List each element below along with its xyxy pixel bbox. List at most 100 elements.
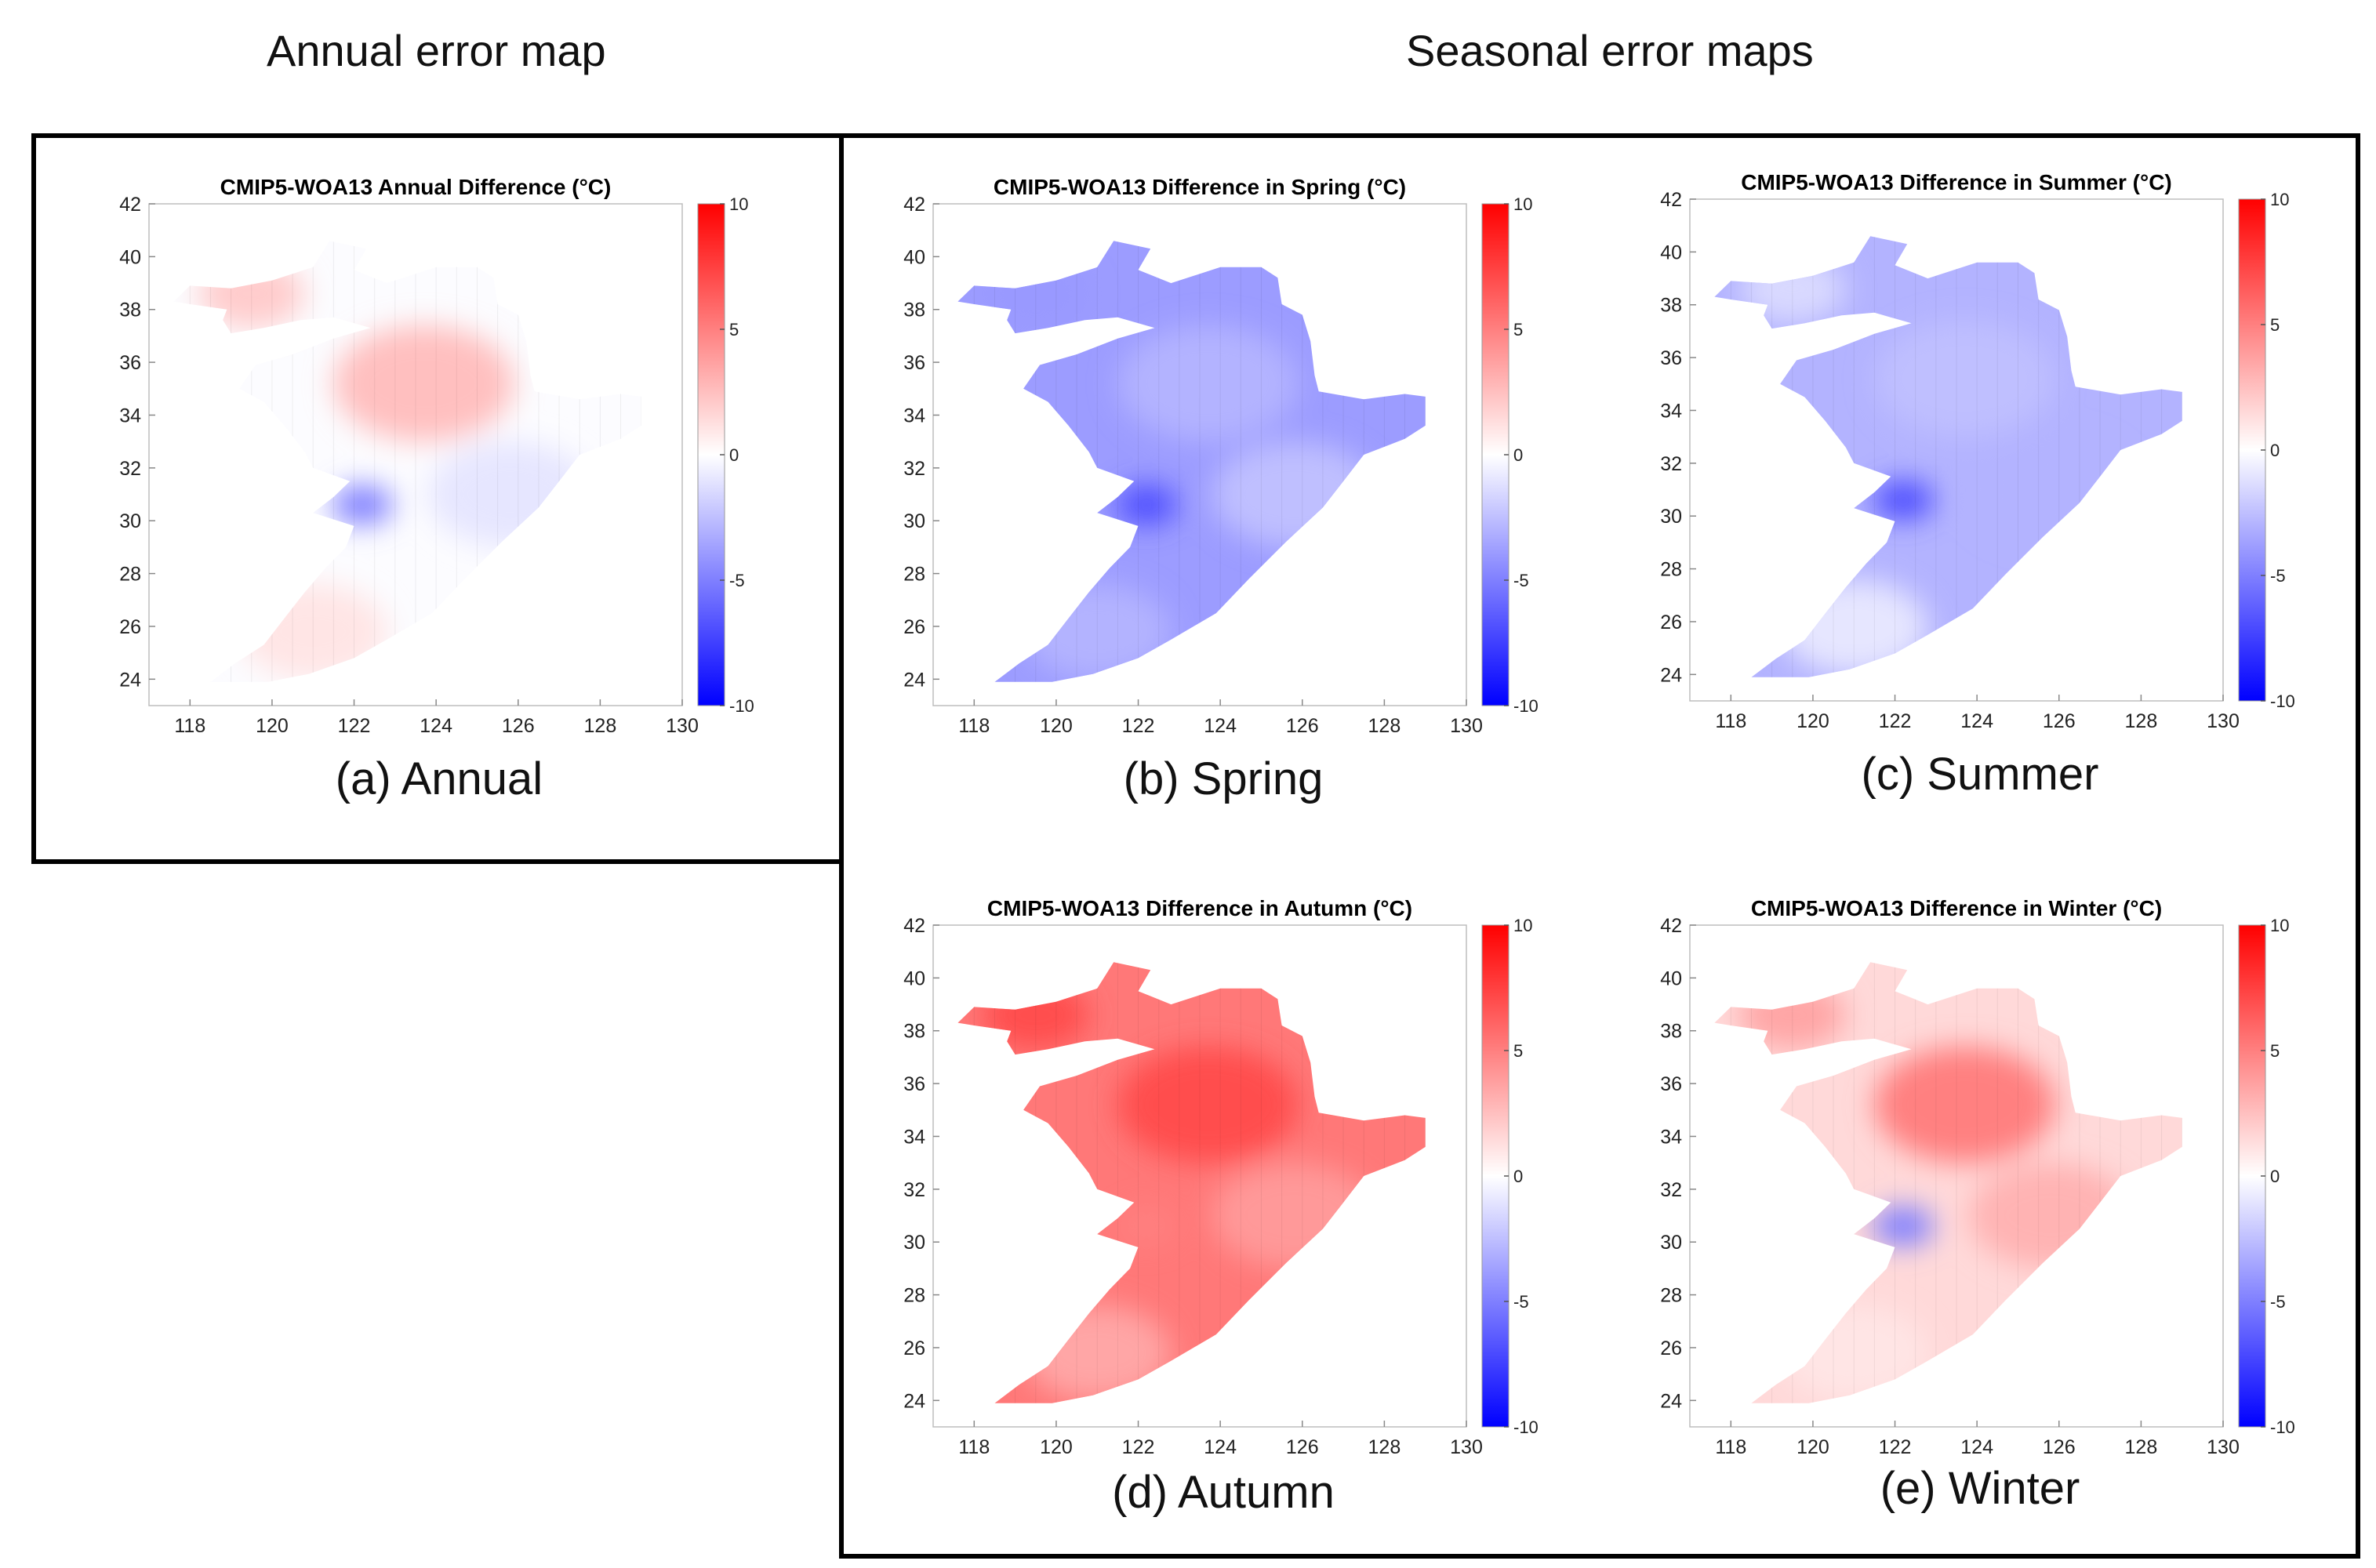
y-tick-label: 24: [1660, 664, 1682, 686]
x-tick-label: 120: [1040, 715, 1073, 737]
y-tick-label: 42: [1660, 915, 1682, 937]
map-svg: 118 120 122 124 126 128 130 24 26 28 30 32 34 36 38 40 4…: [119, 175, 754, 737]
y-tick-label: 36: [119, 352, 141, 374]
y-tick-label: 34: [119, 405, 141, 426]
x-tick-label: 130: [666, 715, 699, 737]
x-tick-label: 126: [1286, 1436, 1319, 1458]
annual-header: Annual error map: [267, 26, 606, 75]
x-tick-label: 122: [1122, 715, 1155, 737]
y-tick-label: 34: [1660, 400, 1682, 422]
colorbar-tick-label: -5: [2270, 566, 2286, 586]
region-coast-trough: [1115, 485, 1178, 525]
y-tick-label: 38: [903, 299, 925, 321]
y-tick-label: 38: [1660, 1021, 1682, 1043]
y-tick-label: 38: [903, 1021, 925, 1043]
region-coast-trough: [1872, 1206, 1935, 1247]
x-tick-label: 122: [1879, 710, 1912, 732]
y-tick-label: 24: [1660, 1390, 1682, 1412]
x-tick-label: 126: [1286, 715, 1319, 737]
region-coast-trough: [1115, 1206, 1178, 1247]
caption-spring: (b) Spring: [1123, 753, 1324, 804]
y-tick-label: 26: [119, 616, 141, 638]
region-yellow-sea: [1117, 325, 1299, 442]
caption-summer: (c) Summer: [1861, 749, 2099, 800]
colorbar-tick-label: 0: [1513, 445, 1523, 465]
y-tick-label: 32: [903, 1179, 925, 1201]
y-tick-label: 38: [119, 299, 141, 321]
y-tick-label: 26: [903, 616, 925, 638]
map-svg: 118 120 122 124 126 128 130 24 26 28 30 32 34 36 38 40 4…: [1660, 170, 2295, 732]
y-tick-label: 42: [903, 194, 925, 216]
x-tick-label: 118: [958, 1436, 990, 1458]
y-tick-label: 36: [1660, 1073, 1682, 1095]
x-tick-label: 120: [1040, 1436, 1073, 1458]
region-yellow-sea: [1874, 320, 2055, 437]
map-svg: 118 120 122 124 126 128 130 24 26 28 30 32 34 36 38 40 4…: [903, 175, 1539, 737]
colorbar-tick-label: -10: [1513, 1417, 1539, 1437]
caption-autumn: (d) Autumn: [1112, 1467, 1335, 1518]
y-tick-label: 32: [1660, 1179, 1682, 1201]
y-tick-label: 26: [1660, 612, 1682, 633]
y-tick-label: 26: [903, 1338, 925, 1359]
colorbar-tick-label: -10: [2270, 691, 2295, 711]
panel-title: CMIP5-WOA13 Annual Difference (°C): [220, 175, 612, 199]
region-yellow-sea: [333, 325, 514, 442]
y-tick-label: 38: [1660, 295, 1682, 317]
y-tick-label: 28: [119, 564, 141, 586]
y-tick-label: 28: [903, 1285, 925, 1307]
x-tick-label: 120: [256, 715, 289, 737]
colorbar-tick-label: -10: [2270, 1417, 2295, 1437]
y-tick-label: 30: [1660, 1232, 1682, 1254]
colorbar-tick-label: 10: [1513, 194, 1532, 214]
y-tick-label: 30: [1660, 506, 1682, 528]
x-tick-label: 128: [584, 715, 617, 737]
panel-winter: 118 120 122 124 126 128 130 24 26 28 30 32 34 36 38 40 4…: [1627, 894, 2333, 1514]
y-tick-label: 32: [903, 458, 925, 480]
y-tick-label: 30: [119, 510, 141, 532]
x-tick-label: 122: [1122, 1436, 1155, 1458]
colorbar-tick-label: 0: [729, 445, 739, 465]
y-tick-label: 30: [903, 510, 925, 532]
x-tick-label: 124: [1204, 1436, 1237, 1458]
seasonal-header: Seasonal error maps: [1406, 26, 1814, 75]
y-tick-label: 36: [903, 352, 925, 374]
colorbar-tick-label: -5: [2270, 1292, 2286, 1312]
colorbar-tick-label: 10: [1513, 916, 1532, 935]
colorbar-tick-label: 5: [1513, 320, 1523, 339]
map-svg: 118 120 122 124 126 128 130 24 26 28 30 32 34 36 38 40 4…: [903, 896, 1539, 1458]
x-tick-label: 120: [1797, 710, 1829, 732]
y-tick-label: 34: [903, 405, 925, 426]
panel-title: CMIP5-WOA13 Difference in Spring (°C): [994, 175, 1406, 199]
y-tick-label: 28: [903, 564, 925, 586]
colorbar-tick-label: 5: [2270, 1041, 2280, 1061]
x-tick-label: 124: [1960, 710, 1993, 732]
panel-annual: 118 120 122 124 126 128 130 24 26 28 30 32 34 36 38 40 4…: [86, 172, 792, 804]
y-tick-label: 28: [1660, 1285, 1682, 1307]
colorbar-tick-label: 5: [729, 320, 739, 339]
x-tick-label: 130: [1450, 715, 1483, 737]
x-tick-label: 126: [502, 715, 535, 737]
y-tick-label: 34: [903, 1126, 925, 1148]
y-tick-label: 40: [1660, 241, 1682, 263]
x-tick-label: 124: [1960, 1436, 1993, 1458]
panel-title: CMIP5-WOA13 Difference in Winter (°C): [1751, 896, 2162, 920]
colorbar-tick-label: 0: [2270, 441, 2280, 460]
panel-title: CMIP5-WOA13 Difference in Summer (°C): [1741, 170, 2172, 194]
x-tick-label: 118: [1715, 710, 1746, 732]
panel-spring: 118 120 122 124 126 128 130 24 26 28 30 32 34 36 38 40 4…: [870, 172, 1576, 804]
colorbar-tick-label: 10: [729, 194, 748, 214]
region-coast-trough: [1872, 480, 1935, 521]
panel-summer: 118 120 122 124 126 128 130 24 26 28 30 32 34 36 38 40 4…: [1627, 168, 2333, 800]
region-yellow-sea: [1117, 1046, 1299, 1163]
x-tick-label: 126: [2043, 1436, 2076, 1458]
x-tick-label: 118: [958, 715, 990, 737]
colorbar-tick-label: -10: [729, 696, 754, 716]
y-tick-label: 24: [903, 669, 925, 691]
panel-autumn: 118 120 122 124 126 128 130 24 26 28 30 32 34 36 38 40 4…: [870, 894, 1576, 1518]
colorbar-tick-label: 0: [2270, 1167, 2280, 1186]
seasonal-frame: [839, 133, 2360, 1559]
colorbar-tick-label: 0: [1513, 1167, 1523, 1186]
map-svg: 118 120 122 124 126 128 130 24 26 28 30 32 34 36 38 40 4…: [1660, 896, 2295, 1458]
x-tick-label: 118: [174, 715, 205, 737]
y-tick-label: 42: [119, 194, 141, 216]
